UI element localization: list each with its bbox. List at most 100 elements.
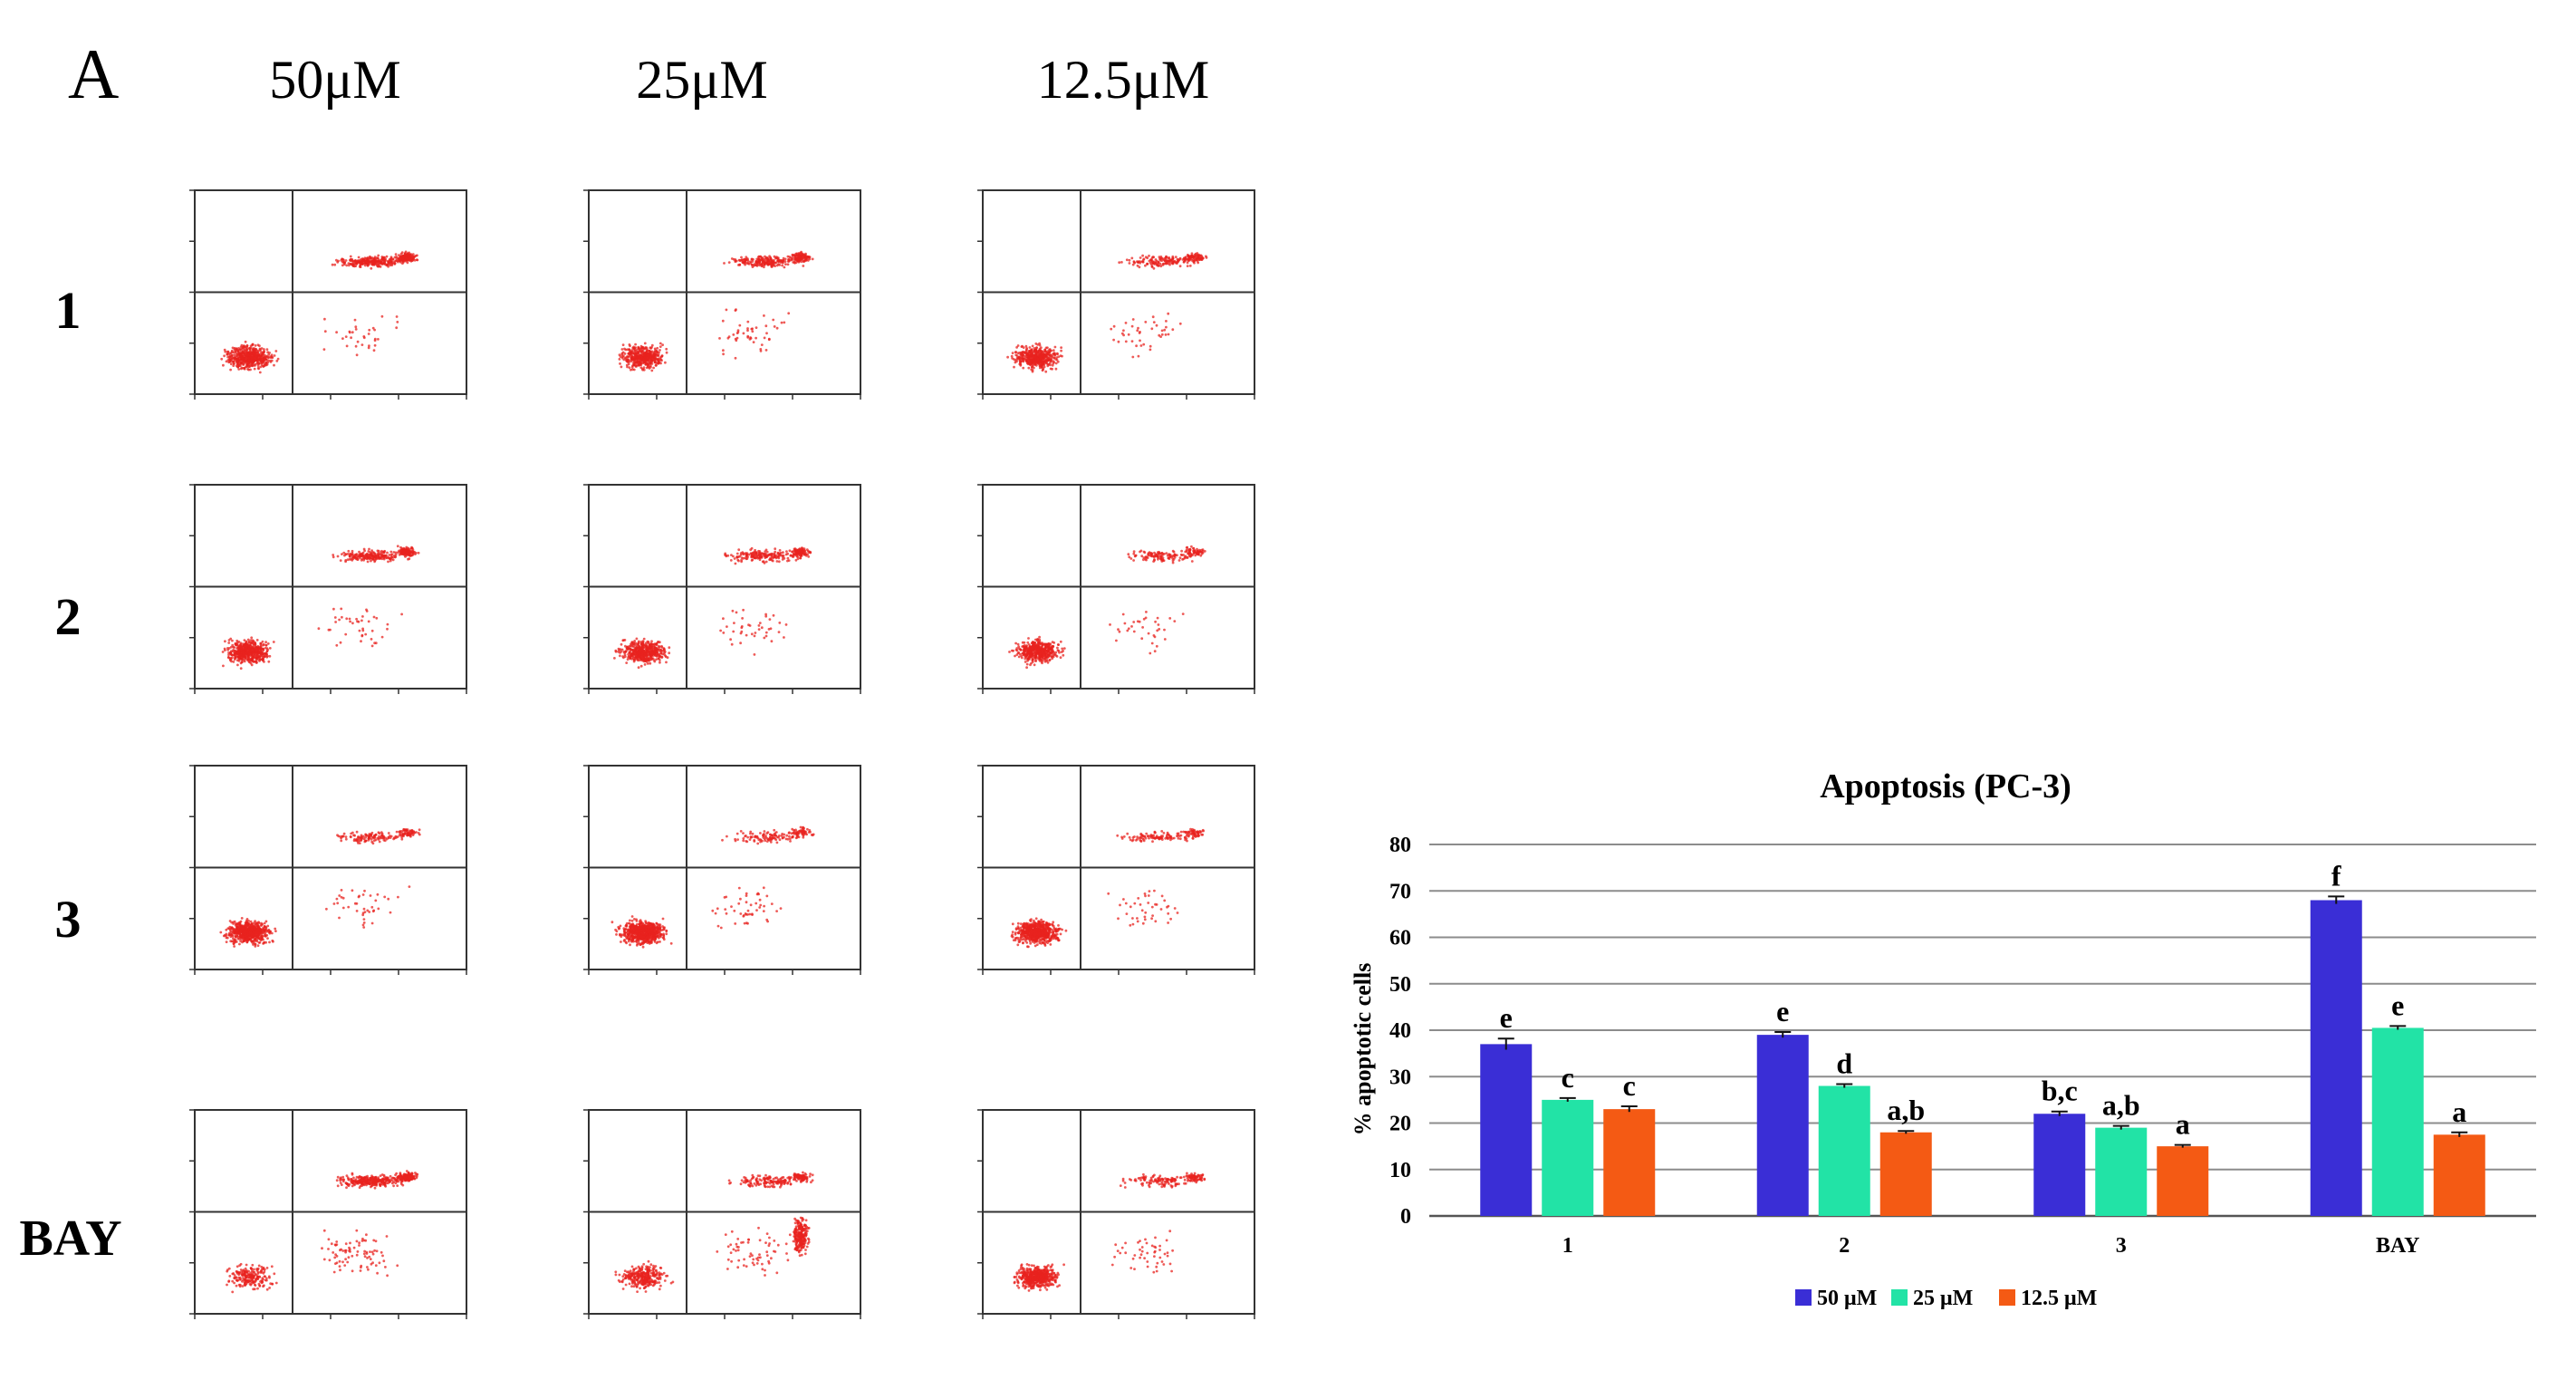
flow-dot [763,314,765,317]
flow-dot [651,657,655,661]
flow-dot [1115,639,1118,642]
row-label-2: 2 [55,587,82,646]
flow-dot [783,556,786,560]
flow-dot [255,651,258,653]
flow-dot [1188,265,1192,267]
flow-dot [734,356,737,360]
flow-dot [739,553,743,556]
flow-dot [1138,332,1141,334]
flow-dot [364,632,368,636]
flow-dot [414,551,418,555]
flow-dot [801,546,803,549]
flow-dot [256,652,259,656]
flow-dot [1189,555,1192,558]
flow-dot [1142,617,1146,621]
flow-dot [767,628,771,631]
flow-dot [1132,552,1136,555]
flow-dot [255,354,258,358]
flow-dot [774,261,778,265]
flow-dot [1054,362,1058,365]
flow-dot [784,263,787,265]
flow-dot [264,646,267,650]
flow-dot [1124,322,1128,324]
flow-dot [243,367,246,371]
flow-dot [249,661,253,665]
flow-dot [619,648,622,651]
flow-dot [1151,256,1155,258]
flow-dot [259,365,263,369]
flow-dot [1159,335,1162,338]
flow-dot [722,352,725,356]
flow-dot [396,545,399,548]
flow-dot [1048,658,1052,661]
flow-dot [246,351,249,354]
flow-dot [244,642,247,645]
flow-dot [1051,645,1054,649]
flow-dot [255,639,259,641]
flow-dot [1152,321,1156,323]
flow-dot [370,638,373,641]
flow-dot [269,361,273,363]
flow-dot [238,644,241,648]
flow-dot [784,623,788,626]
flow-dot [344,632,348,636]
flow-dot [1196,549,1199,553]
flow-dot [659,651,663,655]
flow-dot [350,336,352,340]
flow-dot [764,634,768,638]
flow-dot [630,644,633,648]
flow-dot [718,337,721,340]
flow-dot [770,640,774,643]
flow-dot [641,656,645,660]
flow-dot [1036,357,1040,361]
flow-dot [753,653,756,656]
flow-dot [1160,551,1164,555]
flow-dot [614,649,618,652]
flow-dot [245,349,249,352]
flow-dot [242,650,245,653]
flow-dot [660,354,664,358]
flow-dot [228,355,232,359]
flow-dot [622,358,626,362]
flow-dot [626,361,630,363]
flow-dot [650,651,654,655]
flow-dot [336,261,340,264]
flow-dot [633,653,637,657]
flow-dot [1172,550,1176,554]
flow-dot [339,641,342,644]
flow-dot [411,258,415,262]
flow-dot [360,343,364,346]
flow-dot [254,351,257,353]
flow-dot [240,348,244,351]
flow-dot [723,262,726,265]
flow-dot [642,660,646,663]
flow-dot [656,351,659,354]
flow-dot [238,359,242,362]
flow-dot [1034,353,1038,356]
flow-dot [740,256,743,259]
flow-dot [345,344,349,348]
flow-dot [368,344,370,348]
flow-dot [389,264,392,267]
flow-dot [232,351,235,354]
flow-dot [367,550,370,553]
flow-dot [360,258,362,261]
flow-dot [775,560,779,563]
flow-dot [1038,353,1042,356]
flow-dot [751,327,754,331]
flow-dot [233,353,236,356]
flow-dot [628,366,631,370]
flow-dot [764,550,767,553]
flow-dot [1171,561,1175,564]
flow-dot [1163,638,1167,641]
flow-dot [1136,620,1139,623]
flow-dot [745,633,748,637]
flow-dot [248,643,252,646]
flow-dot [1128,258,1131,262]
flow-dot [757,628,761,631]
flow-dot [807,555,811,558]
flow-dot [375,259,378,263]
flow-dot [1030,361,1033,363]
flow-dot [1184,257,1187,261]
flow-dot [799,556,803,560]
